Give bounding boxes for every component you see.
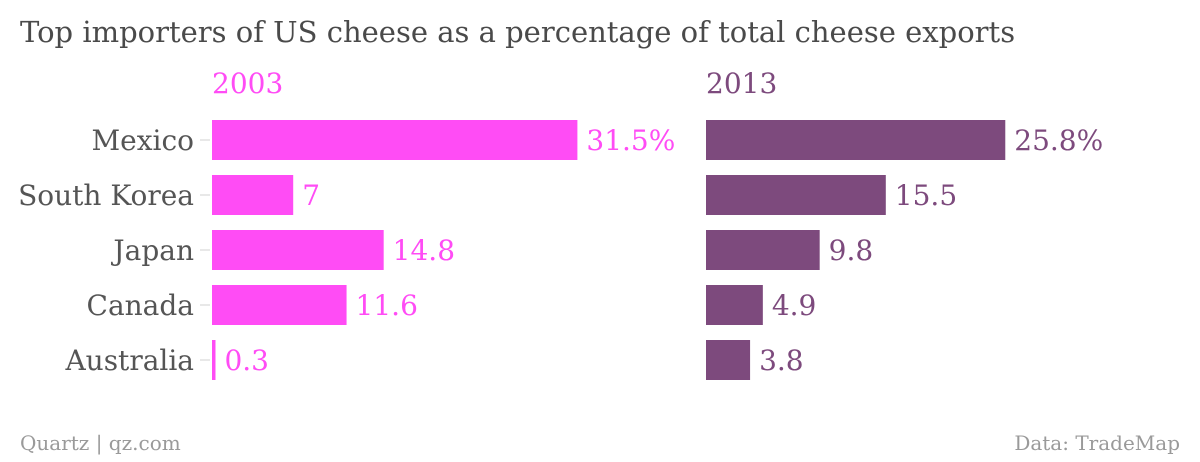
bar-2003-japan: [212, 230, 384, 270]
bar-2013-canada: [706, 285, 763, 325]
bar-2013-south-korea: [706, 175, 886, 215]
data-source: Data: TradeMap: [1014, 431, 1180, 455]
category-label: Australia: [64, 344, 194, 377]
value-label: 14.8: [393, 234, 455, 267]
bar-2013-japan: [706, 230, 820, 270]
bar-2013-australia: [706, 340, 751, 380]
category-label: Canada: [87, 289, 194, 322]
panel-title-2003: 2003: [212, 67, 283, 100]
value-label: 9.8: [829, 234, 874, 267]
chart-title: Top importers of US cheese as a percenta…: [20, 15, 1015, 49]
value-label: 15.5: [895, 179, 957, 212]
category-label: South Korea: [18, 179, 194, 212]
panel-2013: 25.8% 15.5 9.8 4.9 3.8: [706, 120, 1103, 380]
panel-title-2013: 2013: [706, 67, 777, 100]
panel-2003: 31.5% 7 14.8 11.6 0.3: [212, 120, 675, 380]
value-label: 3.8: [759, 344, 804, 377]
bar-2003-south-korea: [212, 175, 294, 215]
bar-2003-mexico: [212, 120, 578, 160]
source-credit: Quartz | qz.com: [20, 431, 181, 456]
bar-2003-canada: [212, 285, 347, 325]
bar-2013-mexico: [706, 120, 1006, 160]
value-label: 31.5%: [586, 124, 675, 157]
value-label: 0.3: [224, 344, 269, 377]
category-label: Japan: [110, 234, 194, 267]
value-label: 4.9: [772, 289, 817, 322]
value-label: 25.8%: [1014, 124, 1103, 157]
bar-2003-australia: [212, 340, 216, 380]
category-label: Mexico: [91, 124, 194, 157]
category-labels: Mexico South Korea Japan Canada Australia: [18, 124, 210, 377]
value-label: 11.6: [356, 289, 418, 322]
value-label: 7: [302, 179, 320, 212]
